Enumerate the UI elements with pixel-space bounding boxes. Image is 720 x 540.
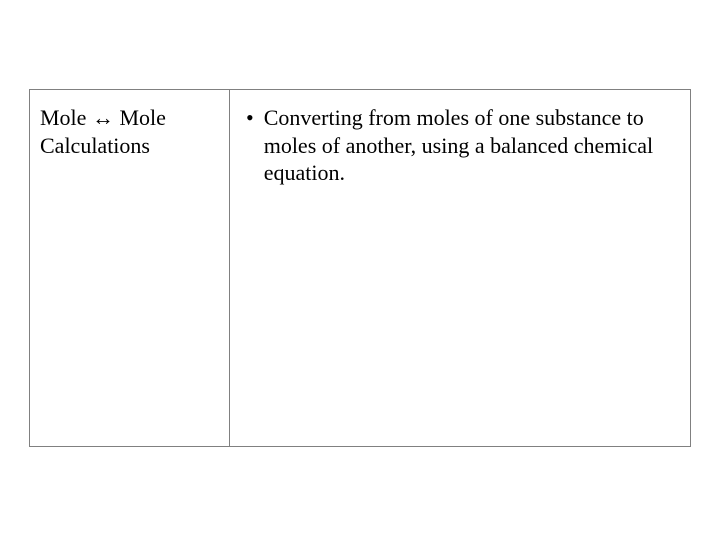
left-cell: Mole ↔ Mole Calculations: [30, 90, 230, 446]
two-column-table: Mole ↔ Mole Calculations • Converting fr…: [29, 89, 691, 447]
heading-part-1: Mole: [40, 105, 92, 130]
double-arrow-icon: ↔: [92, 105, 114, 130]
topic-heading: Mole ↔ Mole Calculations: [40, 104, 219, 159]
bullet-item: • Converting from moles of one substance…: [244, 104, 672, 187]
right-cell: • Converting from moles of one substance…: [230, 90, 690, 446]
bullet-text: Converting from moles of one substance t…: [264, 104, 672, 187]
bullet-icon: •: [246, 104, 254, 132]
